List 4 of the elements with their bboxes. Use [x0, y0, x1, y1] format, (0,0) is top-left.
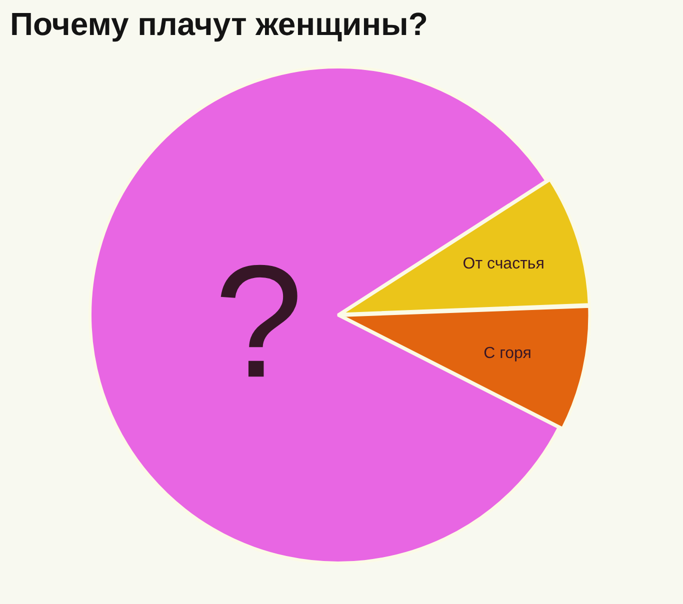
- slice-label: ?: [214, 232, 304, 411]
- chart-title: Почему плачут женщины?: [10, 5, 428, 44]
- slice-label: С горя: [484, 345, 532, 362]
- slice-label: От счастья: [462, 256, 544, 273]
